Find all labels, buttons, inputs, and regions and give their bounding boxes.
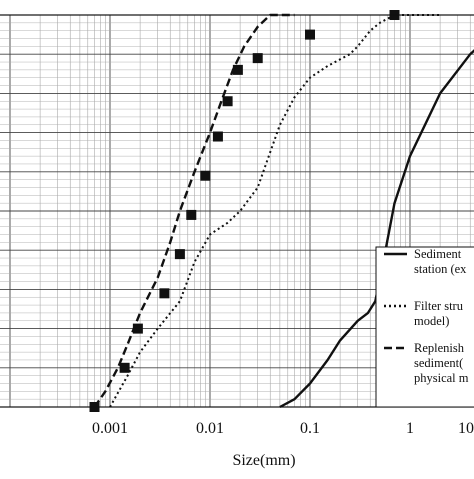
legend-label: Replenish: [414, 341, 465, 355]
data-point-marker: [200, 170, 211, 181]
data-point-marker: [222, 96, 233, 107]
axes: [0, 14, 474, 408]
data-point-marker: [212, 131, 223, 142]
data-point-marker: [305, 29, 315, 40]
data-point-marker: [119, 362, 130, 373]
x-tick-labels: 0.001 0.01 0.1 1 10: [92, 420, 474, 437]
legend-label: Filter stru: [414, 299, 464, 313]
series-line-solid: [279, 49, 474, 409]
data-point-marker: [186, 209, 197, 220]
legend-label: model): [414, 314, 449, 328]
x-tick-label: 0.001: [92, 420, 128, 437]
data-point-marker: [132, 323, 143, 334]
data-point-marker: [252, 53, 263, 64]
legend-label: Sediment: [414, 247, 462, 261]
legend-label: station (ex: [414, 262, 467, 276]
series-line-dashed: [93, 13, 295, 408]
legend-label: sediment(: [414, 356, 463, 370]
x-tick-label: 0.01: [196, 420, 224, 437]
x-tick-label: 0.1: [300, 420, 320, 437]
x-axis-title: Size(mm): [232, 452, 295, 469]
legend-box: [375, 246, 474, 408]
data-point-marker: [174, 249, 185, 260]
x-tick-label: 1: [406, 420, 414, 437]
series-line-dotted: [109, 14, 441, 408]
legend-label: physical m: [414, 371, 469, 385]
data-point-marker: [159, 288, 170, 299]
plot-frame: [0, 14, 474, 408]
data-point-marker: [232, 64, 243, 75]
x-tick-label: 10: [458, 420, 474, 437]
